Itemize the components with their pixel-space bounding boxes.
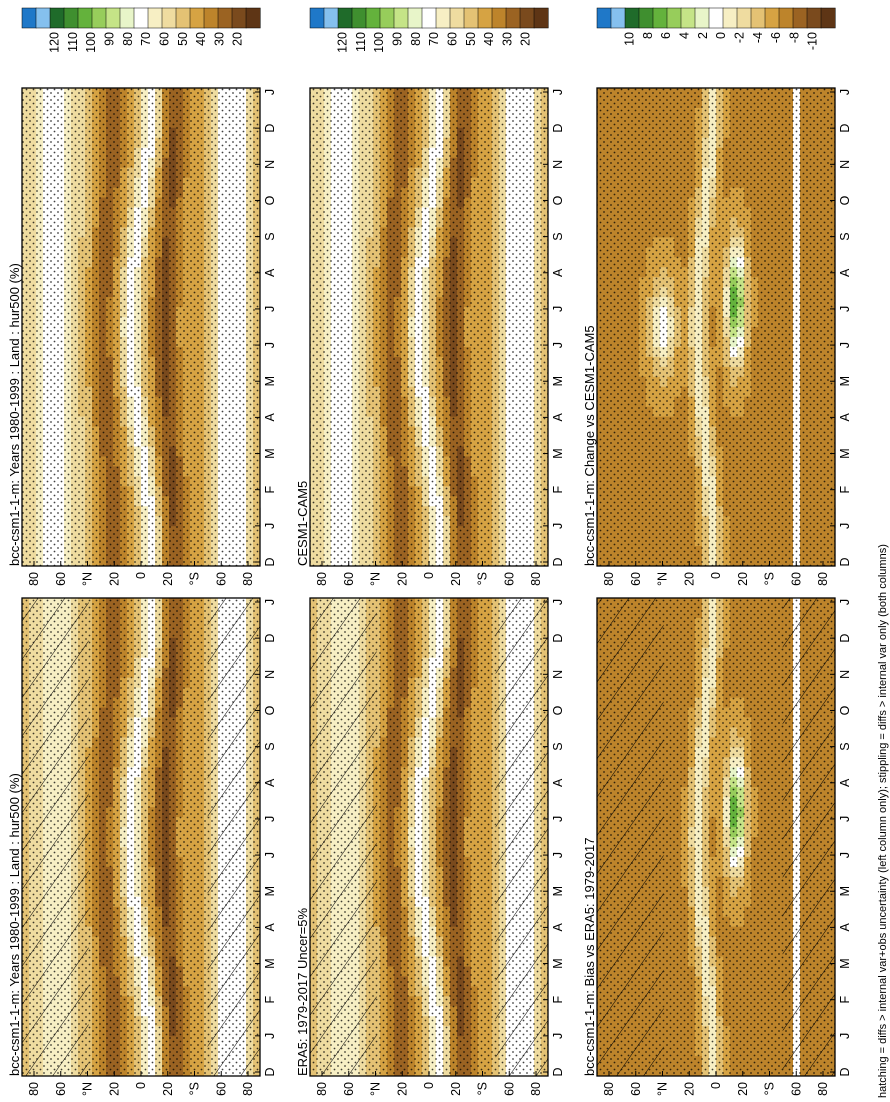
lat-tick-label: °S bbox=[188, 572, 202, 585]
colorbar-swatch bbox=[161, 7, 177, 29]
panels-layer: 80 60 °N 20 0 20 °S 60 80 D J F M A M J J A S O N D Jbcc-csm1-… bbox=[7, 7, 852, 1096]
month-tick-label: A bbox=[263, 413, 277, 422]
month-tick-label: J bbox=[263, 1033, 277, 1039]
colorbar-label: 20 bbox=[231, 32, 245, 46]
colorbar-swatch bbox=[49, 7, 65, 29]
lat-tick-label: °N bbox=[81, 1082, 95, 1096]
month-tick-label: D bbox=[263, 124, 277, 133]
colorbar-label: 110 bbox=[66, 32, 80, 52]
month-tick-label: S bbox=[263, 232, 277, 240]
colorbar-label: 60 bbox=[157, 32, 171, 46]
colorbar-label: 40 bbox=[194, 32, 208, 46]
colorbar-swatch bbox=[77, 7, 93, 29]
month-tick-label: F bbox=[263, 996, 277, 1004]
colorbar-label: 120 bbox=[48, 32, 62, 53]
month-tick-label: O bbox=[263, 195, 277, 205]
colorbar-swatch bbox=[105, 7, 121, 29]
colorbar-label: 100 bbox=[84, 32, 98, 53]
colorbar-swatch bbox=[133, 7, 149, 29]
colorbar-swatch bbox=[63, 7, 79, 29]
month-tick-label: M bbox=[263, 376, 277, 386]
panel-p1: 80 60 °N 20 0 20 °S 60 80 D J F M A M J J A S O N D Jbcc-csm1-… bbox=[7, 507, 277, 1096]
month-tick-label: A bbox=[263, 268, 277, 277]
month-tick-label: J bbox=[263, 89, 277, 95]
colorbar-swatch bbox=[147, 7, 163, 29]
lat-tick-label: °N bbox=[81, 572, 95, 586]
colorbar-label: 90 bbox=[103, 32, 117, 46]
colorbar-label: 30 bbox=[212, 32, 226, 46]
month-tick-label: F bbox=[263, 486, 277, 494]
colorbar: 120 110 100 90 80 70 60 50 40 30 20 bbox=[21, 7, 261, 53]
stipple-overlay bbox=[22, 88, 260, 566]
panel-title: bcc-csm1-1-m: Years 1980-1999 : Land : h… bbox=[7, 773, 22, 1076]
month-tick-label: M bbox=[263, 958, 277, 968]
month-tick-label: J bbox=[263, 852, 277, 858]
colorbar-swatch bbox=[35, 7, 51, 29]
colorbar-swatch bbox=[91, 7, 107, 29]
month-tick-label: A bbox=[263, 923, 277, 932]
month-tick-label: J bbox=[263, 306, 277, 312]
panel-title: bcc-csm1-1-m: Years 1980-1999 : Land : h… bbox=[7, 263, 22, 566]
lat-tick-label: °S bbox=[188, 1082, 202, 1095]
lat-tick-label: 60 bbox=[54, 1082, 68, 1096]
lat-tick-label: 0 bbox=[134, 1082, 148, 1089]
month-tick-label: M bbox=[263, 448, 277, 458]
lat-tick-label: 20 bbox=[107, 572, 121, 586]
lat-tick-label: 20 bbox=[161, 572, 175, 586]
colorbar-swatch bbox=[175, 7, 191, 29]
month-tick-label: N bbox=[263, 160, 277, 169]
hatch-overlay-south bbox=[207, 598, 260, 1076]
month-tick-label: M bbox=[263, 886, 277, 896]
lat-tick-label: 80 bbox=[241, 1082, 255, 1096]
colorbar-swatch bbox=[119, 7, 135, 29]
colorbar-label: 80 bbox=[121, 32, 135, 46]
month-tick-label: D bbox=[263, 557, 277, 566]
colorbar-swatch bbox=[231, 7, 247, 29]
month-tick-label: J bbox=[263, 342, 277, 348]
month-tick-label: J bbox=[263, 523, 277, 529]
colorbar-swatch bbox=[21, 7, 37, 29]
colorbar-label: 50 bbox=[176, 32, 190, 46]
lat-tick-label: 60 bbox=[214, 572, 228, 586]
lat-tick-label: 80 bbox=[27, 572, 41, 586]
month-tick-label: O bbox=[263, 705, 277, 715]
lat-tick-label: 20 bbox=[107, 1082, 121, 1096]
colorbar-swatch bbox=[203, 7, 219, 29]
colorbar-swatch bbox=[245, 7, 261, 29]
colorbar-swatch bbox=[217, 7, 233, 29]
panel-p2: 80 60 °N 20 0 20 °S 60 80 D J F M A M J J A S O N D Jbcc-csm1-… bbox=[7, 7, 277, 586]
colorbar-label: 70 bbox=[139, 32, 153, 46]
month-tick-label: D bbox=[263, 1067, 277, 1076]
colorbar-swatch bbox=[189, 7, 205, 29]
lat-tick-label: 0 bbox=[134, 572, 148, 579]
lat-tick-label: 20 bbox=[161, 1082, 175, 1096]
lat-tick-label: 60 bbox=[214, 1082, 228, 1096]
lat-tick-label: 80 bbox=[241, 572, 255, 586]
month-tick-label: D bbox=[263, 634, 277, 643]
month-tick-label: J bbox=[263, 816, 277, 822]
month-tick-label: N bbox=[263, 670, 277, 679]
lat-tick-label: 60 bbox=[54, 572, 68, 586]
month-tick-label: A bbox=[263, 778, 277, 787]
lat-tick-label: 80 bbox=[27, 1082, 41, 1096]
month-tick-label: S bbox=[263, 742, 277, 750]
hatch-overlay-north bbox=[22, 598, 89, 1076]
month-tick-label: J bbox=[263, 599, 277, 605]
